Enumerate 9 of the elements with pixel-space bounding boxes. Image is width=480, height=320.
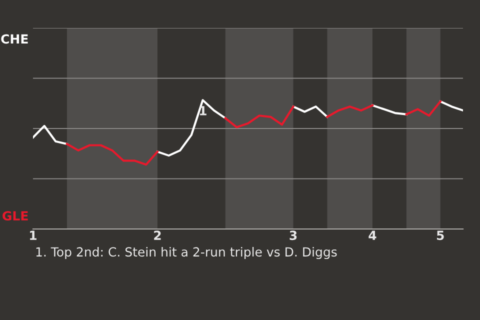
x-tick-label: 1 (30, 230, 36, 240)
text: GLE (2, 211, 28, 221)
annotation: 1 (200, 106, 206, 116)
text: 1. Top 2nd: C. Stein hit a 2-run triple vs D. Diggs (36, 246, 337, 260)
x-tick-label: 2 (154, 230, 161, 240)
x-tick-label: 4 (368, 230, 376, 240)
x-tick-label: 3 (290, 230, 297, 240)
text: CHE (1, 34, 28, 44)
x-tick-label: 5 (436, 230, 444, 240)
